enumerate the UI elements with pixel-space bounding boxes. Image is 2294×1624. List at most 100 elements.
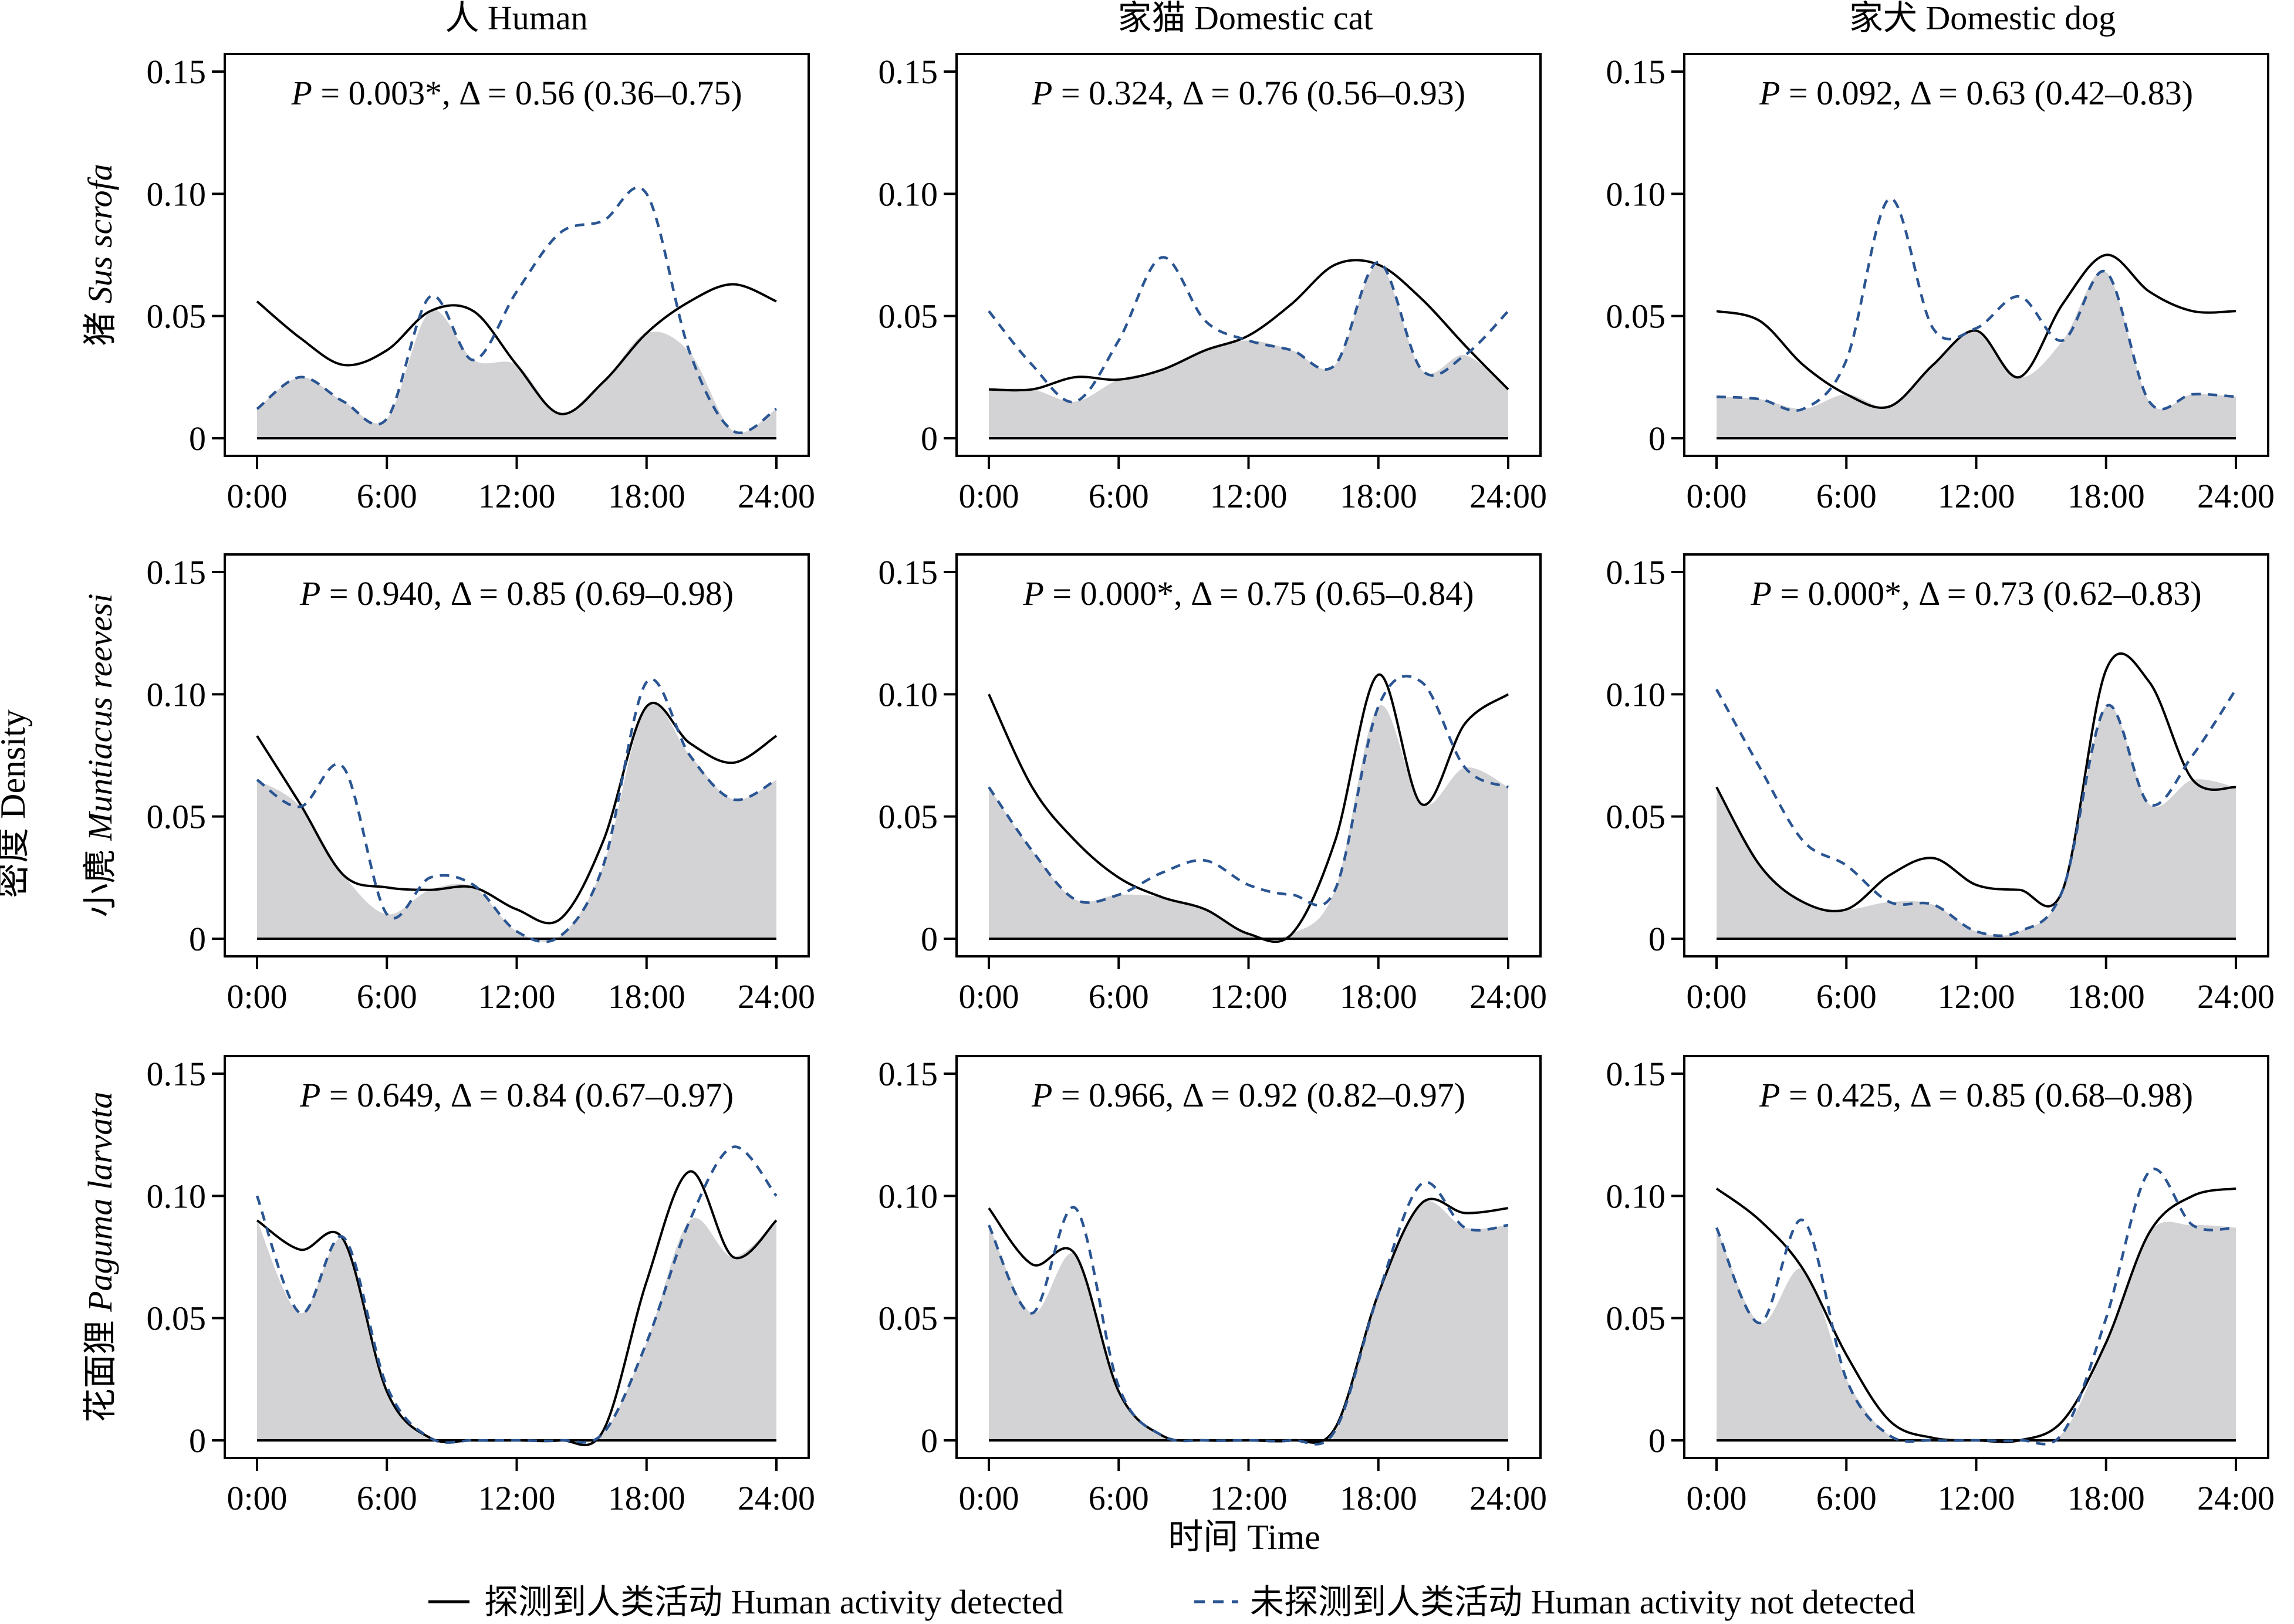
y-tick-label: 0 [921,920,938,958]
x-tick-label: 0:00 [958,1479,1019,1517]
y-tick-label: 0 [1648,920,1665,958]
x-tick-label: 6:00 [357,477,417,515]
overlap-area [257,702,776,942]
y-tick-label: 0 [921,1422,938,1460]
stat-annotation: P = 0.000*, Δ = 0.75 (0.65–0.84) [1022,574,1474,613]
stat-annotation: P = 0.000*, Δ = 0.73 (0.62–0.83) [1750,574,2201,613]
x-tick-label: 18:00 [2067,477,2145,515]
y-tick-label: 0.10 [879,175,938,213]
chart-panel-5: 0 0.05 0.10 0.15 0:00 6:00 12:00 18:00 24:00 P = … [879,553,1547,1016]
x-tick-label: 0:00 [1686,477,1746,515]
overlap-area [989,705,1508,939]
y-tick-label: 0.10 [147,1177,207,1215]
series-not-detected-line [256,186,778,434]
x-tick-label: 12:00 [1209,1479,1287,1517]
chart-panel-7: 0 0.05 0.10 0.15 0:00 6:00 12:00 18:00 24:00 P = … [147,1055,815,1517]
x-tick-label: 6:00 [1816,477,1877,515]
column-title-domestic-cat: 家猫 Domestic cat [1118,0,1373,37]
x-tick-label: 12:00 [1209,477,1287,515]
y-tick-label: 0.05 [1606,297,1666,336]
stat-annotation: P = 0.649, Δ = 0.84 (0.67–0.97) [299,1076,734,1114]
chart-panel-8: 0 0.05 0.10 0.15 0:00 6:00 12:00 18:00 24:00 P = … [879,1055,1547,1517]
series-not-detected-line [1715,1168,2236,1446]
x-tick-label: 0:00 [1686,977,1746,1016]
series-detected-line [1716,253,2236,409]
stat-annotation: P = 0.092, Δ = 0.63 (0.42–0.83) [1759,74,2193,112]
chart-panel-2: 0 0.05 0.10 0.15 0:00 6:00 12:00 18:00 24:00 P = … [879,53,1547,515]
x-tick-label: 24:00 [738,1479,815,1517]
stat-annotation: P = 0.425, Δ = 0.85 (0.68–0.98) [1759,1076,2193,1114]
row-label-muntiacus-reevesi: 小麂 Muntiacus reevesi [81,594,119,918]
overlap-area [1717,270,2236,438]
series-not-detected-line [255,1145,778,1444]
x-tick-label: 18:00 [1340,977,1417,1016]
y-axis-title: 密度 Density [0,709,32,898]
series-not-detected-line [987,1180,1509,1446]
y-tick-label: 0.05 [147,297,207,336]
y-tick-label: 0.10 [879,675,938,713]
series-detected-line [988,1197,1509,1444]
x-tick-label: 18:00 [608,1479,685,1517]
series-detected-line [988,259,1509,392]
series-detected-line [256,702,778,925]
overlap-area [1717,1222,2236,1443]
y-tick-label: 0.10 [147,175,207,213]
x-tick-label: 24:00 [1469,477,1547,515]
x-tick-label: 18:00 [1340,477,1417,515]
x-tick-label: 12:00 [478,477,555,515]
x-tick-label: 6:00 [1089,1479,1149,1517]
series-not-detected-line [988,675,1509,907]
legend: 探测到人类活动 Human activity detected 未探测到人类活动… [428,1583,1915,1621]
chart-panel-3: 0 0.05 0.10 0.15 0:00 6:00 12:00 18:00 24:00 P = … [1606,53,2275,515]
y-tick-label: 0.15 [147,1055,207,1093]
x-tick-label: 24:00 [2197,1479,2275,1517]
x-tick-label: 0:00 [1686,1479,1746,1517]
y-tick-label: 0.15 [1606,53,1666,91]
y-tick-label: 0.10 [1606,175,1666,213]
series-not-detected-line [988,256,1509,404]
x-tick-label: 6:00 [357,977,417,1016]
y-tick-label: 0.05 [879,1300,938,1338]
y-tick-label: 0.15 [1606,553,1666,591]
y-tick-label: 0.15 [1606,1055,1666,1093]
y-tick-label: 0 [189,1422,206,1460]
chart-panel-6: 0 0.05 0.10 0.15 0:00 6:00 12:00 18:00 24:00 P = … [1606,553,2275,1016]
x-axis-title: 时间 Time [1168,1518,1320,1557]
series-not-detected-line [256,678,778,943]
chart-panel-9: 0 0.05 0.10 0.15 0:00 6:00 12:00 18:00 24:00 P = … [1606,1055,2275,1517]
overlap-area [257,1217,776,1443]
y-tick-label: 0.10 [1606,1177,1666,1215]
stat-annotation: P = 0.940, Δ = 0.85 (0.69–0.98) [299,574,734,613]
y-tick-label: 0.05 [147,1300,207,1338]
y-tick-label: 0.05 [1606,798,1666,836]
y-tick-label: 0.15 [879,53,938,91]
legend-not-detected-label: 未探测到人类活动 Human activity not detected [1250,1583,1915,1621]
x-tick-label: 24:00 [1469,1479,1547,1517]
x-tick-label: 12:00 [478,977,555,1016]
x-tick-label: 24:00 [2197,477,2275,515]
x-tick-label: 0:00 [958,477,1019,515]
stat-annotation: P = 0.324, Δ = 0.76 (0.56–0.93) [1031,74,1465,112]
y-tick-label: 0 [921,419,938,458]
y-tick-label: 0 [1648,1422,1665,1460]
series-detected-line [256,283,777,415]
x-tick-label: 18:00 [1340,1479,1417,1517]
x-tick-label: 12:00 [1209,977,1287,1016]
y-tick-label: 0.15 [147,553,207,591]
legend-detected-label: 探测到人类活动 Human activity detected [484,1583,1063,1621]
x-tick-label: 0:00 [227,977,287,1016]
series-detected-line [988,673,1509,943]
row-label-paguma-larvata: 花面狸 Paguma larvata [81,1092,119,1423]
stat-annotation: P = 0.003*, Δ = 0.56 (0.36–0.75) [290,74,742,112]
overlap-area [989,265,1508,438]
x-tick-label: 0:00 [958,977,1019,1016]
y-tick-label: 0 [1648,419,1665,458]
y-tick-label: 0.05 [147,798,207,836]
overlap-area [1717,705,2236,939]
x-tick-label: 18:00 [608,477,685,515]
overlap-area [989,1200,1508,1444]
y-tick-label: 0.15 [879,1055,938,1093]
y-tick-label: 0 [189,920,206,958]
x-tick-label: 6:00 [357,1479,417,1517]
